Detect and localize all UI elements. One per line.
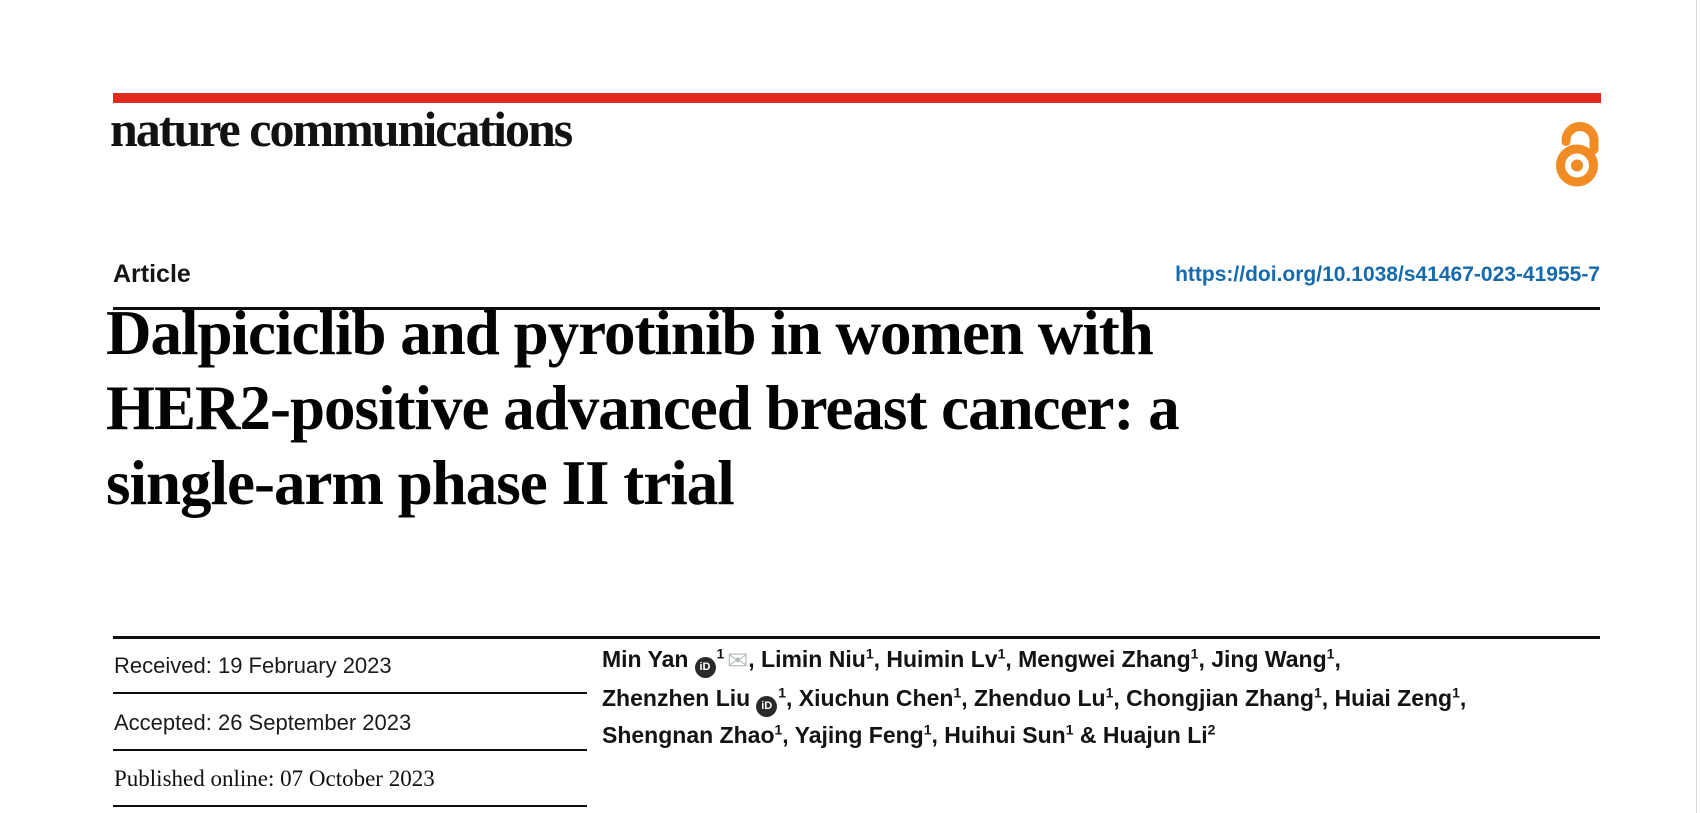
title-authors-divider xyxy=(113,636,1600,639)
affiliation-superscript: 1 xyxy=(865,645,874,662)
author-name-text: , xyxy=(1334,646,1341,672)
affiliation-superscript: 1 xyxy=(1105,683,1114,700)
author-name-text: , Mengwei Zhang xyxy=(1005,646,1191,672)
author-name-text: , Huiai Zeng xyxy=(1321,684,1453,711)
email-envelope-icon[interactable]: ✉ xyxy=(727,646,749,675)
author-name-text: Zhenzhen Liu xyxy=(602,684,751,711)
received-date-row: Received: 19 February 2023 xyxy=(114,653,392,679)
header-divider xyxy=(113,307,1600,310)
published-label: Published online: xyxy=(114,766,275,791)
author-list: Min Yan iD1 ✉, Limin Niu1, Huimin Lv1, Men… xyxy=(602,641,1612,755)
author-name-text: & Huajun Li xyxy=(1073,722,1208,748)
affiliation-superscript: 1 xyxy=(923,721,932,738)
author-name-text: , Chongjian Zhang xyxy=(1113,684,1314,711)
page-right-edge-divider xyxy=(1696,0,1697,813)
affiliation-superscript: 1 xyxy=(1313,683,1322,700)
published-value: 07 October 2023 xyxy=(280,766,435,791)
affiliation-superscript: 1 xyxy=(1326,645,1335,662)
date-row-divider xyxy=(113,692,587,694)
author-name-text: , Huihui Sun xyxy=(931,722,1066,748)
article-title: Dalpiciclib and pyrotinib in women with … xyxy=(106,296,1506,521)
author-name-text: , xyxy=(1459,684,1467,711)
accepted-value: 26 September 2023 xyxy=(217,710,412,735)
author-name-text: , Xiuchun Chen xyxy=(786,684,954,711)
author-line: Shengnan Zhao1, Yajing Feng1, Huihui Sun… xyxy=(602,717,1612,755)
author-name-text: Shengnan Zhao xyxy=(602,722,775,748)
affiliation-superscript: 1 xyxy=(1190,645,1199,662)
date-row-divider xyxy=(113,805,587,807)
affiliation-superscript: 1 xyxy=(716,645,725,662)
accepted-date-row: Accepted: 26 September 2023 xyxy=(114,710,411,736)
accepted-label: Accepted: xyxy=(114,710,212,735)
affiliation-superscript: 1 xyxy=(997,645,1006,662)
open-access-icon xyxy=(1556,121,1599,187)
brand-color-bar xyxy=(113,93,1601,103)
affiliation-superscript: 1 xyxy=(1065,721,1074,738)
affiliation-superscript: 2 xyxy=(1207,721,1216,738)
author-line: Min Yan iD1 ✉, Limin Niu1, Huimin Lv1, Men… xyxy=(602,641,1612,680)
orcid-icon[interactable]: iD xyxy=(756,695,778,717)
doi-link[interactable]: https://doi.org/10.1038/s41467-023-41955… xyxy=(1175,263,1600,286)
journal-logo: nature communications xyxy=(110,101,573,157)
article-title-line: Dalpiciclib and pyrotinib in women with xyxy=(106,298,1154,368)
article-type-label: Article xyxy=(113,260,191,288)
affiliation-superscript: 1 xyxy=(953,683,962,700)
affiliation-superscript: 1 xyxy=(1452,683,1460,700)
author-name-text: , Huimin Lv xyxy=(873,646,998,672)
author-name-text: , Jing Wang xyxy=(1198,646,1327,672)
orcid-icon[interactable]: iD xyxy=(694,657,716,679)
article-title-line: single-arm phase II trial xyxy=(106,448,735,518)
article-title-line: HER2-positive advanced breast cancer: a xyxy=(106,373,1180,443)
author-name-text: , Yajing Feng xyxy=(782,722,924,748)
author-line: Zhenzhen Liu iD1, Xiuchun Chen1, Zhenduo … xyxy=(602,680,1612,718)
affiliation-superscript: 1 xyxy=(774,721,783,738)
affiliation-superscript: 1 xyxy=(778,683,787,700)
author-name-text: , Zhenduo Lu xyxy=(961,684,1106,711)
received-value: 19 February 2023 xyxy=(217,653,392,678)
author-name-text: , Limin Niu xyxy=(748,646,866,672)
published-date-row: Published online: 07 October 2023 xyxy=(114,766,435,792)
author-name-text: Min Yan xyxy=(602,646,689,672)
date-row-divider xyxy=(113,749,587,751)
received-label: Received: xyxy=(114,653,212,678)
